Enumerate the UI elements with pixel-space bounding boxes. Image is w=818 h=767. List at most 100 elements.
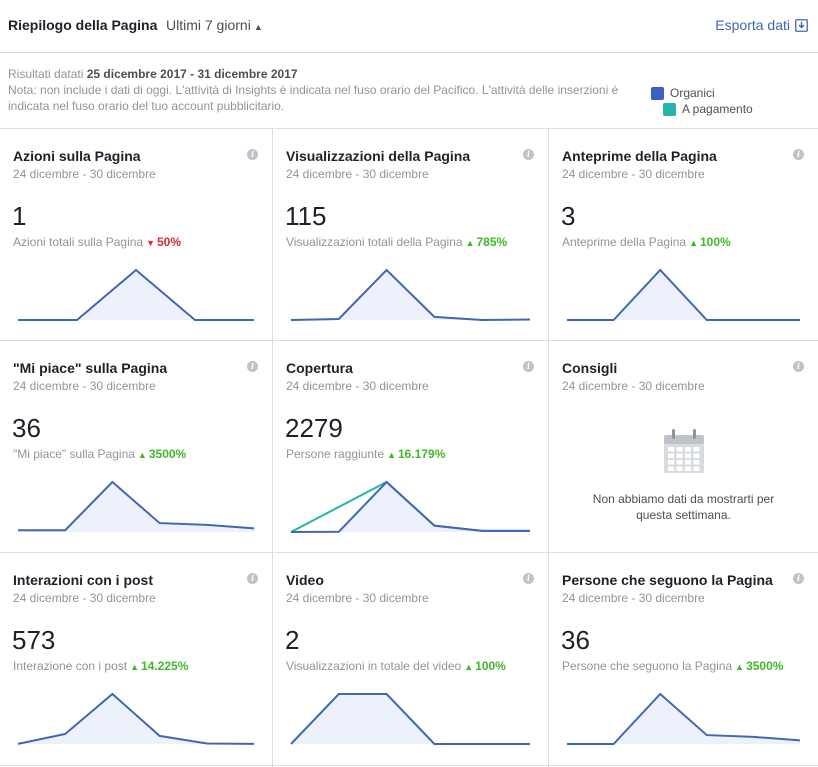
metric-value: 3 xyxy=(561,201,576,231)
card-date-range: 24 dicembre - 30 dicembre xyxy=(286,167,429,181)
metric-caption: "Mi piace" sulla Pagina ▲ 3500% xyxy=(13,447,186,461)
results-info: Risultati datati 25 dicembre 2017 - 31 d… xyxy=(8,66,638,114)
trend-up-icon: ▲ xyxy=(689,238,698,248)
date-range-value: Ultimi 7 giorni xyxy=(166,17,251,33)
metric-value: 1 xyxy=(12,201,27,231)
metric-value: 2279 xyxy=(285,413,343,443)
card-title: Copertura xyxy=(286,360,353,376)
organic-trend-line xyxy=(18,268,254,321)
card-title: Consigli xyxy=(562,360,618,376)
info-icon[interactable]: i xyxy=(793,149,804,160)
page-summary-header: Riepilogo della Pagina Ultimi 7 giorni ▲︎… xyxy=(0,0,818,53)
organic-trend-line xyxy=(290,693,530,745)
metric-caption-text: Persone che seguono la Pagina xyxy=(562,659,733,673)
card-date-range: 24 dicembre - 30 dicembre xyxy=(286,591,429,605)
trend-sparkline xyxy=(290,693,530,745)
organic-trend-line xyxy=(290,268,531,322)
trend-up-icon: ▲ xyxy=(137,450,147,460)
page-actions-card[interactable]: Azioni sulla Pagina i 24 dicembre - 30 dic… xyxy=(0,129,272,341)
organic-trend-line xyxy=(567,268,800,321)
download-icon xyxy=(795,18,808,32)
metric-caption: Interazione con i post ▲ 14.225% xyxy=(13,659,188,673)
change-value: 14.225% xyxy=(141,659,189,673)
card-title: "Mi piace" sulla Pagina xyxy=(13,360,168,376)
grid-divider xyxy=(0,765,818,766)
metric-caption-text: Visualizzazioni in totale del video xyxy=(286,659,462,673)
grid-divider xyxy=(548,129,549,767)
export-data-label: Esporta dati xyxy=(715,17,790,33)
trend-area xyxy=(18,270,254,320)
trend-sparkline xyxy=(567,692,801,745)
metric-caption-text: Persone raggiunte xyxy=(286,447,385,461)
trend-area xyxy=(291,270,530,320)
empty-state-message: Non abbiamo dati da mostrarti per questa… xyxy=(592,492,775,522)
legend-organic: Organici xyxy=(651,85,753,101)
metric-caption-text: Azioni totali sulla Pagina xyxy=(13,235,144,249)
metrics-grid: Azioni sulla Pagina i 24 dicembre - 30 dic… xyxy=(0,128,818,767)
results-date-line: Risultati datati 25 dicembre 2017 - 31 d… xyxy=(8,67,298,81)
metric-value: 36 xyxy=(561,625,590,655)
page-previews-card[interactable]: Anteprime della Pagina i 24 dicembre - 30 … xyxy=(549,129,818,341)
change-percent: ▲ 100% xyxy=(689,235,731,249)
info-icon[interactable]: i xyxy=(523,149,534,160)
organic-trend-line xyxy=(290,480,530,533)
page-likes-card[interactable]: "Mi piace" sulla Pagina i 24 dicembre - 30… xyxy=(0,341,272,553)
legend-paid: A pagamento xyxy=(663,101,753,117)
video-card[interactable]: Video i 24 dicembre - 30 dicembre 2 Visualiz… xyxy=(273,553,548,767)
page-followers-card[interactable]: Persone che seguono la Pagina i 24 dicembr… xyxy=(549,553,818,767)
trend-area xyxy=(567,694,800,744)
chart-legend: Organici A pagamento xyxy=(651,85,753,117)
date-range-select[interactable]: Ultimi 7 giorni ▲︎ xyxy=(166,17,263,33)
organic-trend-line xyxy=(18,480,255,532)
card-title: Visualizzazioni della Pagina xyxy=(286,148,471,164)
export-data-button[interactable]: Esporta dati xyxy=(715,17,808,33)
metric-caption-text: Anteprime della Pagina xyxy=(562,235,687,249)
trend-sparkline xyxy=(17,692,255,745)
trend-sparkline xyxy=(18,480,255,532)
trend-area xyxy=(291,482,530,532)
card-date-range: 24 dicembre - 30 dicembre xyxy=(562,167,705,181)
page-title: Riepilogo della Pagina xyxy=(8,17,158,33)
metric-value: 36 xyxy=(12,413,41,443)
metric-caption-text: "Mi piace" sulla Pagina xyxy=(13,447,135,461)
trend-up-icon: ▲ xyxy=(465,238,475,248)
trend-area xyxy=(18,694,254,744)
info-icon[interactable]: i xyxy=(247,573,258,584)
info-icon[interactable]: i xyxy=(793,361,804,372)
metric-value: 2 xyxy=(285,625,300,655)
suggestions-card[interactable]: Consigli i 24 dicembre - 30 dicembre Non ab… xyxy=(549,341,818,553)
trend-up-icon: ▲ xyxy=(387,450,396,460)
change-percent: ▲ 14.225% xyxy=(130,659,188,673)
change-percent: ▼ 50% xyxy=(146,235,181,249)
organic-trend-line xyxy=(17,692,255,745)
paid-swatch xyxy=(663,102,676,116)
trend-sparkline xyxy=(18,268,254,321)
info-icon[interactable]: i xyxy=(793,573,804,584)
card-date-range: 24 dicembre - 30 dicembre xyxy=(286,379,429,393)
change-percent: ▲ 3500% xyxy=(138,447,186,461)
metric-caption-text: Visualizzazioni totali della Pagina xyxy=(286,235,463,249)
post-engagements-card[interactable]: Interazioni con i post i 24 dicembre - 30 … xyxy=(0,553,272,767)
reach-card[interactable]: Copertura i 24 dicembre - 30 dicembre 2279 P… xyxy=(273,341,548,553)
info-icon[interactable]: i xyxy=(523,573,534,584)
metric-value: 573 xyxy=(12,625,56,655)
info-icon[interactable]: i xyxy=(523,361,534,372)
sort-caret-icon: ▲︎ xyxy=(253,22,263,32)
card-date-range: 24 dicembre - 30 dicembre xyxy=(13,379,156,393)
change-value: 50% xyxy=(157,235,182,249)
info-icon[interactable]: i xyxy=(247,149,258,160)
card-date-range: 24 dicembre - 30 dicembre xyxy=(562,591,705,605)
grid-divider xyxy=(272,129,273,767)
calendar-icon xyxy=(663,429,704,473)
card-title: Persone che seguono la Pagina xyxy=(562,572,773,588)
card-date-range: 24 dicembre - 30 dicembre xyxy=(13,591,156,605)
grid-divider xyxy=(0,552,818,553)
trend-up-icon: ▲ xyxy=(464,662,474,672)
info-icon[interactable]: i xyxy=(247,361,258,372)
card-date-range: 24 dicembre - 30 dicembre xyxy=(13,167,156,181)
card-date-range: 24 dicembre - 30 dicembre xyxy=(562,379,705,393)
page-views-card[interactable]: Visualizzazioni della Pagina i 24 dicembre… xyxy=(273,129,548,341)
metric-caption-text: Interazione con i post xyxy=(13,659,128,673)
empty-state: Non abbiamo dati da mostrarti per questa… xyxy=(549,427,818,523)
card-title: Anteprime della Pagina xyxy=(562,148,717,164)
